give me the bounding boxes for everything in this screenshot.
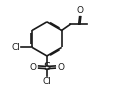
Text: O: O [76, 6, 83, 15]
Text: Cl: Cl [42, 77, 51, 86]
Text: O: O [29, 63, 36, 72]
Text: S: S [43, 62, 50, 72]
Text: Cl: Cl [11, 43, 20, 52]
Text: O: O [57, 63, 64, 72]
